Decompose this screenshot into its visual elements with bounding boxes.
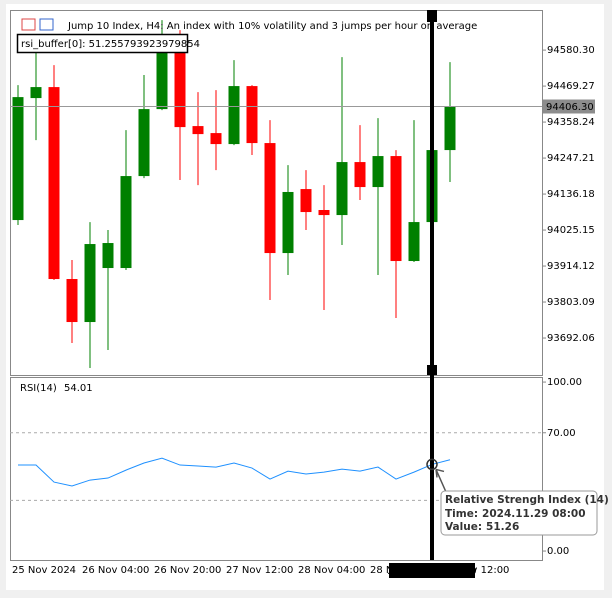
y-tick-label: 70.00 <box>547 428 576 439</box>
y-tick-label: 94247.21 <box>547 153 595 164</box>
candle-body <box>12 97 24 221</box>
tooltip-time-label: Time: <box>445 508 478 520</box>
rsi-last-value: 54.01 <box>64 383 93 394</box>
candle-body <box>282 191 294 254</box>
candle-body <box>336 162 348 216</box>
candle-body <box>444 106 456 151</box>
candle-body <box>120 176 132 269</box>
candle-body <box>66 279 78 323</box>
y-tick-label: 93914.12 <box>547 261 595 272</box>
header: Jump 10 Index, H4: An index with 10% vol… <box>16 18 477 54</box>
candle-body <box>192 126 204 135</box>
x-tick-label: 25 Nov 2024 <box>12 565 76 576</box>
candle-body <box>408 222 420 262</box>
y-tick-label: 93692.06 <box>547 333 595 344</box>
candle-body <box>30 87 42 99</box>
y-tick-label: 100.00 <box>547 377 582 388</box>
candle-body <box>210 133 222 145</box>
candle-body <box>246 86 258 144</box>
tooltip-time-value: 2024.11.29 08:00 <box>482 508 586 520</box>
x-tick-label: 29 Nov 12:00 <box>442 565 509 576</box>
candle-body <box>318 210 330 216</box>
y-tick-label: 94580.30 <box>547 45 595 56</box>
candle-body <box>48 87 60 280</box>
tooltip: Relative Strengh Index (14) Time: 2024.11.… <box>440 490 609 536</box>
y-tick-label: 94469.27 <box>547 81 595 92</box>
y-tick-label: 94358.24 <box>547 117 595 128</box>
tooltip-value: Value: 51.26 <box>445 521 519 533</box>
price-label: 94406.30 <box>546 102 594 113</box>
candle-body <box>138 109 150 177</box>
candle-body <box>390 156 402 262</box>
tooltip-title: Relative Strengh Index (14) <box>445 494 609 506</box>
x-tick-label: 26 Nov 04:00 <box>82 565 149 576</box>
chart-title: Jump 10 Index, H4: An index with 10% vol… <box>67 21 477 32</box>
tooltip-box <box>440 490 598 536</box>
main-frame <box>10 10 543 376</box>
candle-body <box>300 189 312 213</box>
icon <box>21 18 36 31</box>
candle-body <box>372 156 384 188</box>
rsi-line <box>18 457 451 487</box>
y-tick-label: 94025.15 <box>547 225 595 236</box>
annotation-box <box>16 33 189 54</box>
crosshair-handle <box>427 365 437 375</box>
candle-body <box>354 162 366 188</box>
crosshair-handle <box>427 10 437 22</box>
candle-body <box>84 244 96 323</box>
rsi-frame <box>10 377 543 561</box>
tooltip-time: Time: 2024.11.29 08:00 <box>445 508 586 520</box>
tooltip-arrow <box>435 468 447 493</box>
tooltip-value-number: 51.26 <box>486 521 519 533</box>
x-tick-label: 26 Nov 20:00 <box>154 565 221 576</box>
x-tick-label: 27 Nov 12:00 <box>226 565 293 576</box>
rsi-title: RSI(14) <box>20 383 57 394</box>
y-tick-label: 94136.18 <box>547 189 595 200</box>
candle-body <box>174 43 186 128</box>
crosshair-time: 2024.11.29 08:00 <box>387 566 476 577</box>
y-tick-label: 93803.09 <box>547 297 595 308</box>
tooltip-value-label: Value: <box>445 521 482 533</box>
y-tick-label: 0.00 <box>547 546 569 557</box>
candle-body <box>102 243 114 269</box>
icon <box>39 18 54 31</box>
candle-body <box>228 86 240 145</box>
crosshair-point <box>426 458 438 471</box>
x-tick-label: 28 Nov 04:00 <box>298 565 365 576</box>
crosshair-time-bg <box>389 563 475 578</box>
candle-body <box>264 143 276 254</box>
candle-body <box>156 43 168 110</box>
price-label-bg <box>543 99 595 114</box>
annotation: rsi_buffer[0]: 51.255793923979854 <box>21 39 200 50</box>
